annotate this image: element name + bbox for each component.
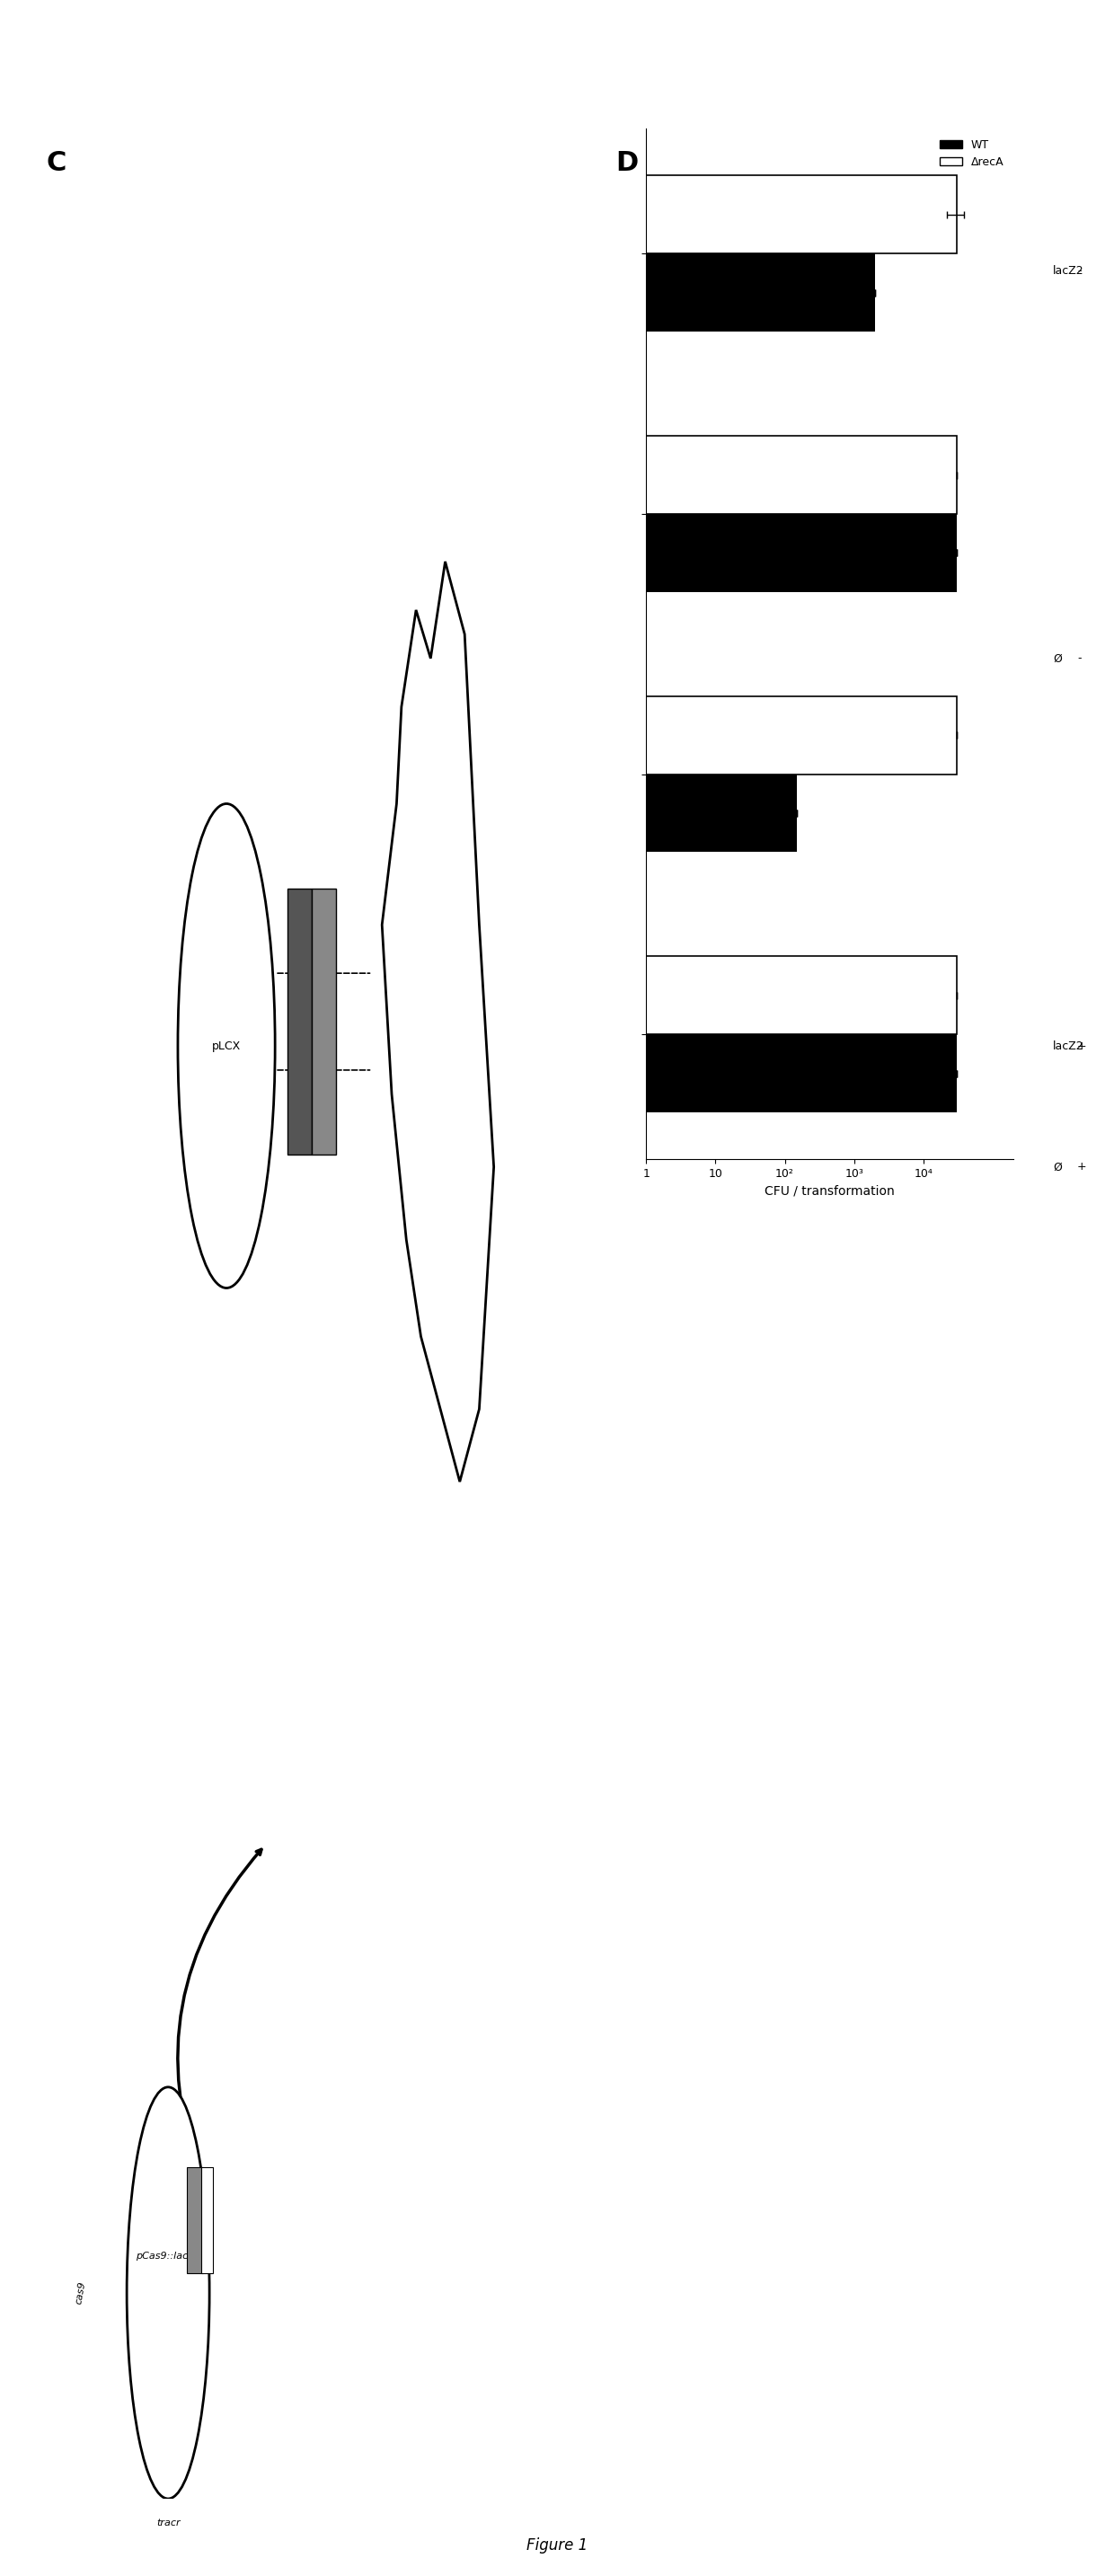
Text: lacZ2: lacZ2 <box>1053 265 1084 276</box>
Text: +: + <box>1077 1041 1086 1051</box>
Text: Ø: Ø <box>1053 1162 1062 1172</box>
Bar <box>0 696 957 775</box>
Bar <box>0 1036 957 1113</box>
Text: C: C <box>47 149 67 175</box>
Text: cas9: cas9 <box>75 2280 87 2306</box>
Text: +: + <box>1077 1162 1086 1172</box>
Polygon shape <box>382 562 494 1481</box>
X-axis label: CFU / transformation: CFU / transformation <box>765 1185 895 1198</box>
FancyBboxPatch shape <box>186 2166 203 2275</box>
Bar <box>0 956 957 1036</box>
Text: tracr: tracr <box>156 2519 180 2527</box>
Bar <box>0 175 957 252</box>
Circle shape <box>127 2087 209 2499</box>
Bar <box>0 252 874 332</box>
Text: -: - <box>1077 652 1082 665</box>
Bar <box>0 775 797 853</box>
Text: Figure 1: Figure 1 <box>526 2537 588 2553</box>
FancyBboxPatch shape <box>312 889 335 1154</box>
Text: lacZ2: lacZ2 <box>1053 1041 1084 1051</box>
Text: pLCX: pLCX <box>212 1041 241 1051</box>
Text: D: D <box>615 149 638 175</box>
Bar <box>0 435 957 513</box>
Bar <box>0 513 957 592</box>
Text: Ø: Ø <box>1053 652 1062 665</box>
FancyBboxPatch shape <box>287 889 312 1154</box>
FancyBboxPatch shape <box>202 2166 213 2275</box>
Legend: WT, ΔrecA: WT, ΔrecA <box>935 134 1008 173</box>
Text: -: - <box>1077 265 1082 276</box>
Circle shape <box>178 804 275 1288</box>
Text: pCas9::lacZ2: pCas9::lacZ2 <box>135 2251 201 2262</box>
